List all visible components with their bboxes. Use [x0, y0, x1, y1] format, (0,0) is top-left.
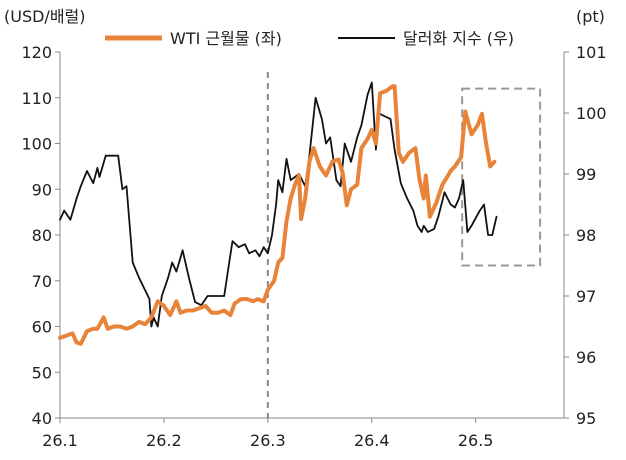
- series-line-wti: [58, 84, 497, 346]
- y-right-tick-label: 100: [576, 104, 607, 123]
- series: [58, 81, 498, 346]
- series-line-dollar-index: [59, 81, 498, 328]
- y-right-tick-label: 97: [576, 287, 596, 306]
- y-left-tick-label: 60: [32, 318, 52, 337]
- x-tick-label: 26.4: [354, 431, 390, 450]
- y-left-tick-label: 80: [32, 226, 52, 245]
- y-left-tick-label: 110: [21, 89, 52, 108]
- y-left-tick-label: 40: [32, 409, 52, 428]
- y-right-tick-label: 98: [576, 226, 596, 245]
- y-left-tick-label: 90: [32, 180, 52, 199]
- legend-label-wti: WTI 근월물 (좌): [170, 29, 282, 48]
- y-right-tick-label: 101: [576, 43, 607, 62]
- y-left-tick-label: 70: [32, 272, 52, 291]
- legend-label-dxy: 달러화 지수 (우): [403, 29, 514, 48]
- x-tick-label: 26.2: [146, 431, 182, 450]
- x-tick-label: 26.5: [458, 431, 494, 450]
- y-right-tick-label: 96: [576, 348, 596, 367]
- x-tick-label: 26.3: [250, 431, 286, 450]
- y-left-tick-label: 50: [32, 363, 52, 382]
- axes: 40 50 60 70 80 90 100 110 120 95 96 97 98 99 100 101 26.…: [21, 43, 606, 450]
- y-right-tick-label: 95: [576, 409, 596, 428]
- x-tick-label: 26.1: [42, 431, 78, 450]
- y-right-tick-label: 99: [576, 165, 596, 184]
- highlight-dashed-box: [461, 87, 542, 267]
- right-axis-unit: (pt): [576, 7, 605, 26]
- legend: WTI 근월물 (좌) 달러화 지수 (우): [105, 29, 514, 48]
- y-left-tick-label: 120: [21, 43, 52, 62]
- y-left-tick-label: 100: [21, 135, 52, 154]
- overlays: [266, 72, 542, 418]
- left-axis-unit: (USD/배럴): [4, 7, 86, 26]
